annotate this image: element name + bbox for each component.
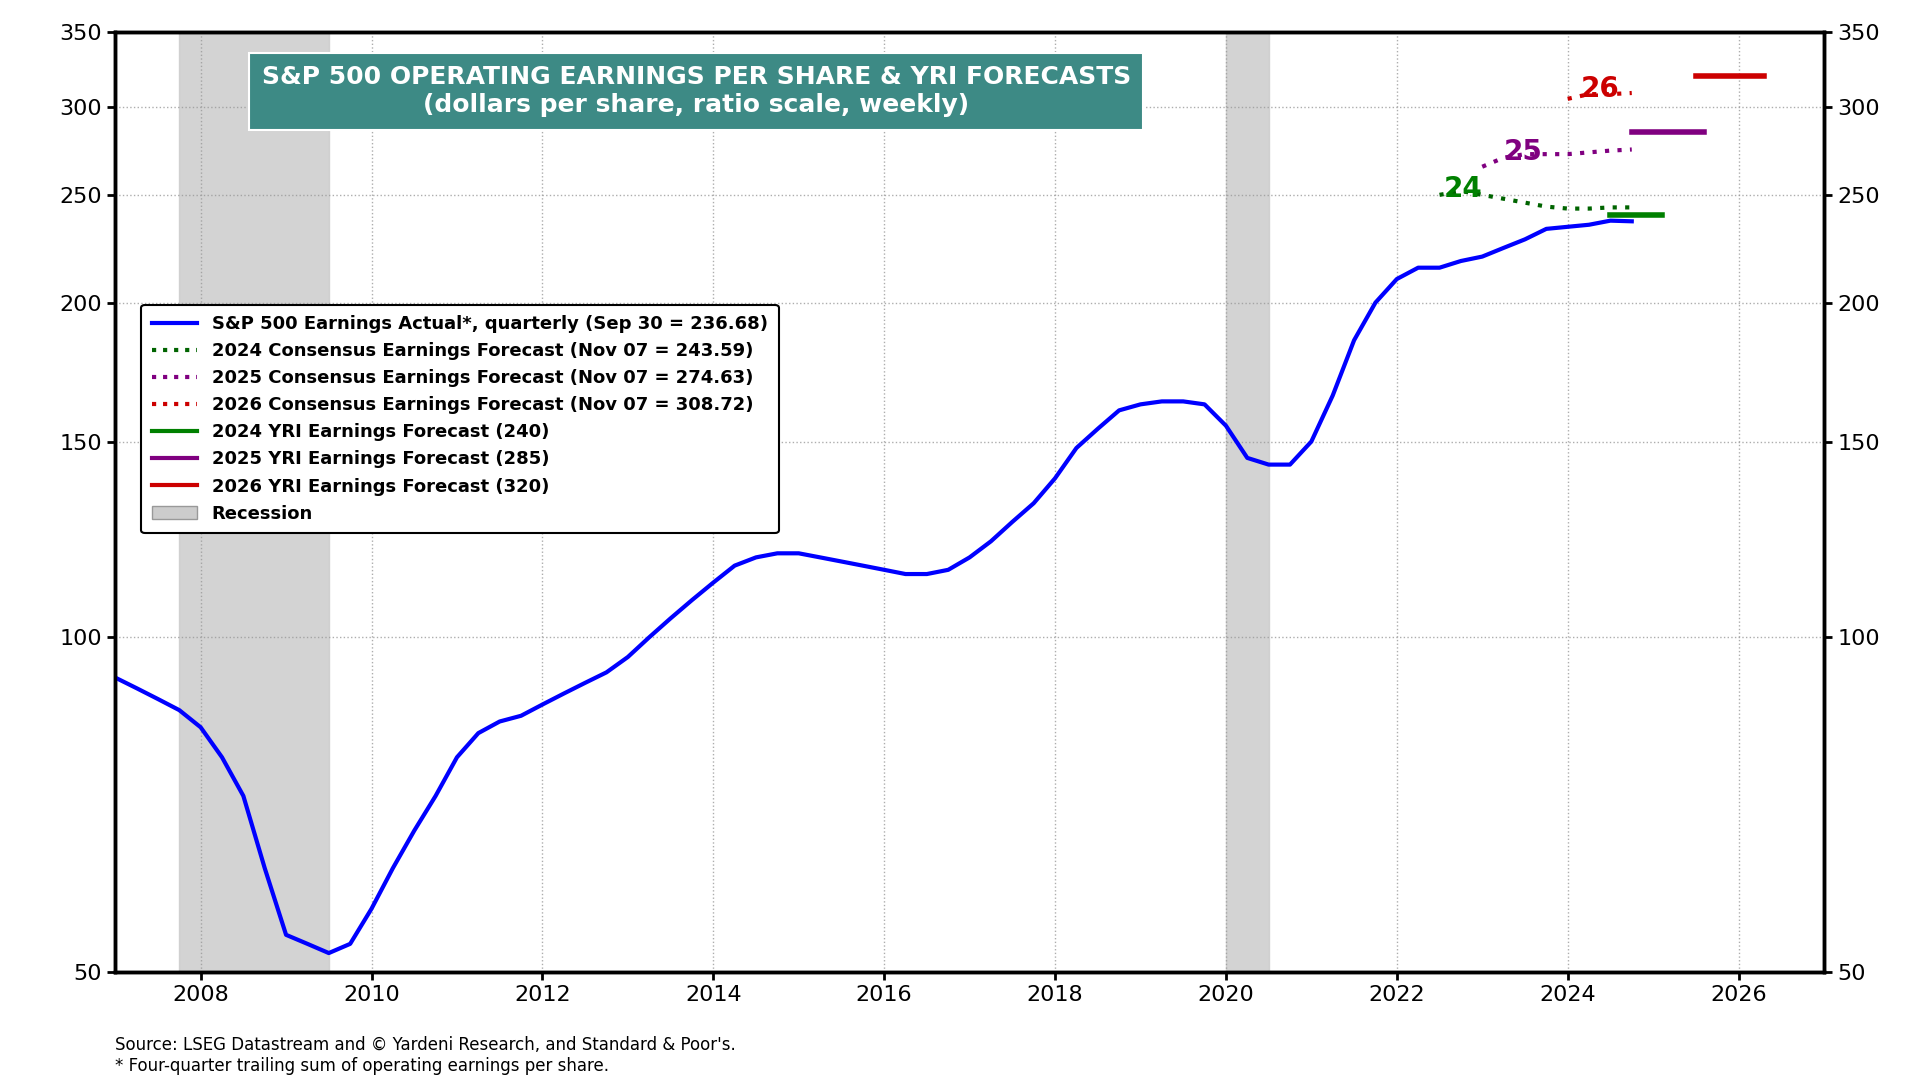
Bar <box>1225 32 1269 972</box>
Text: 25: 25 <box>1503 138 1542 166</box>
Text: 26: 26 <box>1580 76 1619 104</box>
Text: Source: LSEG Datastream and © Yardeni Research, and Standard & Poor's.
* Four-qu: Source: LSEG Datastream and © Yardeni Re… <box>115 1036 735 1075</box>
Bar <box>179 32 328 972</box>
Text: S&P 500 OPERATING EARNINGS PER SHARE & YRI FORECASTS
(dollars per share, ratio s: S&P 500 OPERATING EARNINGS PER SHARE & Y… <box>261 65 1131 117</box>
Legend: S&P 500 Earnings Actual*, quarterly (Sep 30 = 236.68), 2024 Consensus Earnings F: S&P 500 Earnings Actual*, quarterly (Sep… <box>142 305 780 534</box>
Text: 24: 24 <box>1444 175 1482 203</box>
